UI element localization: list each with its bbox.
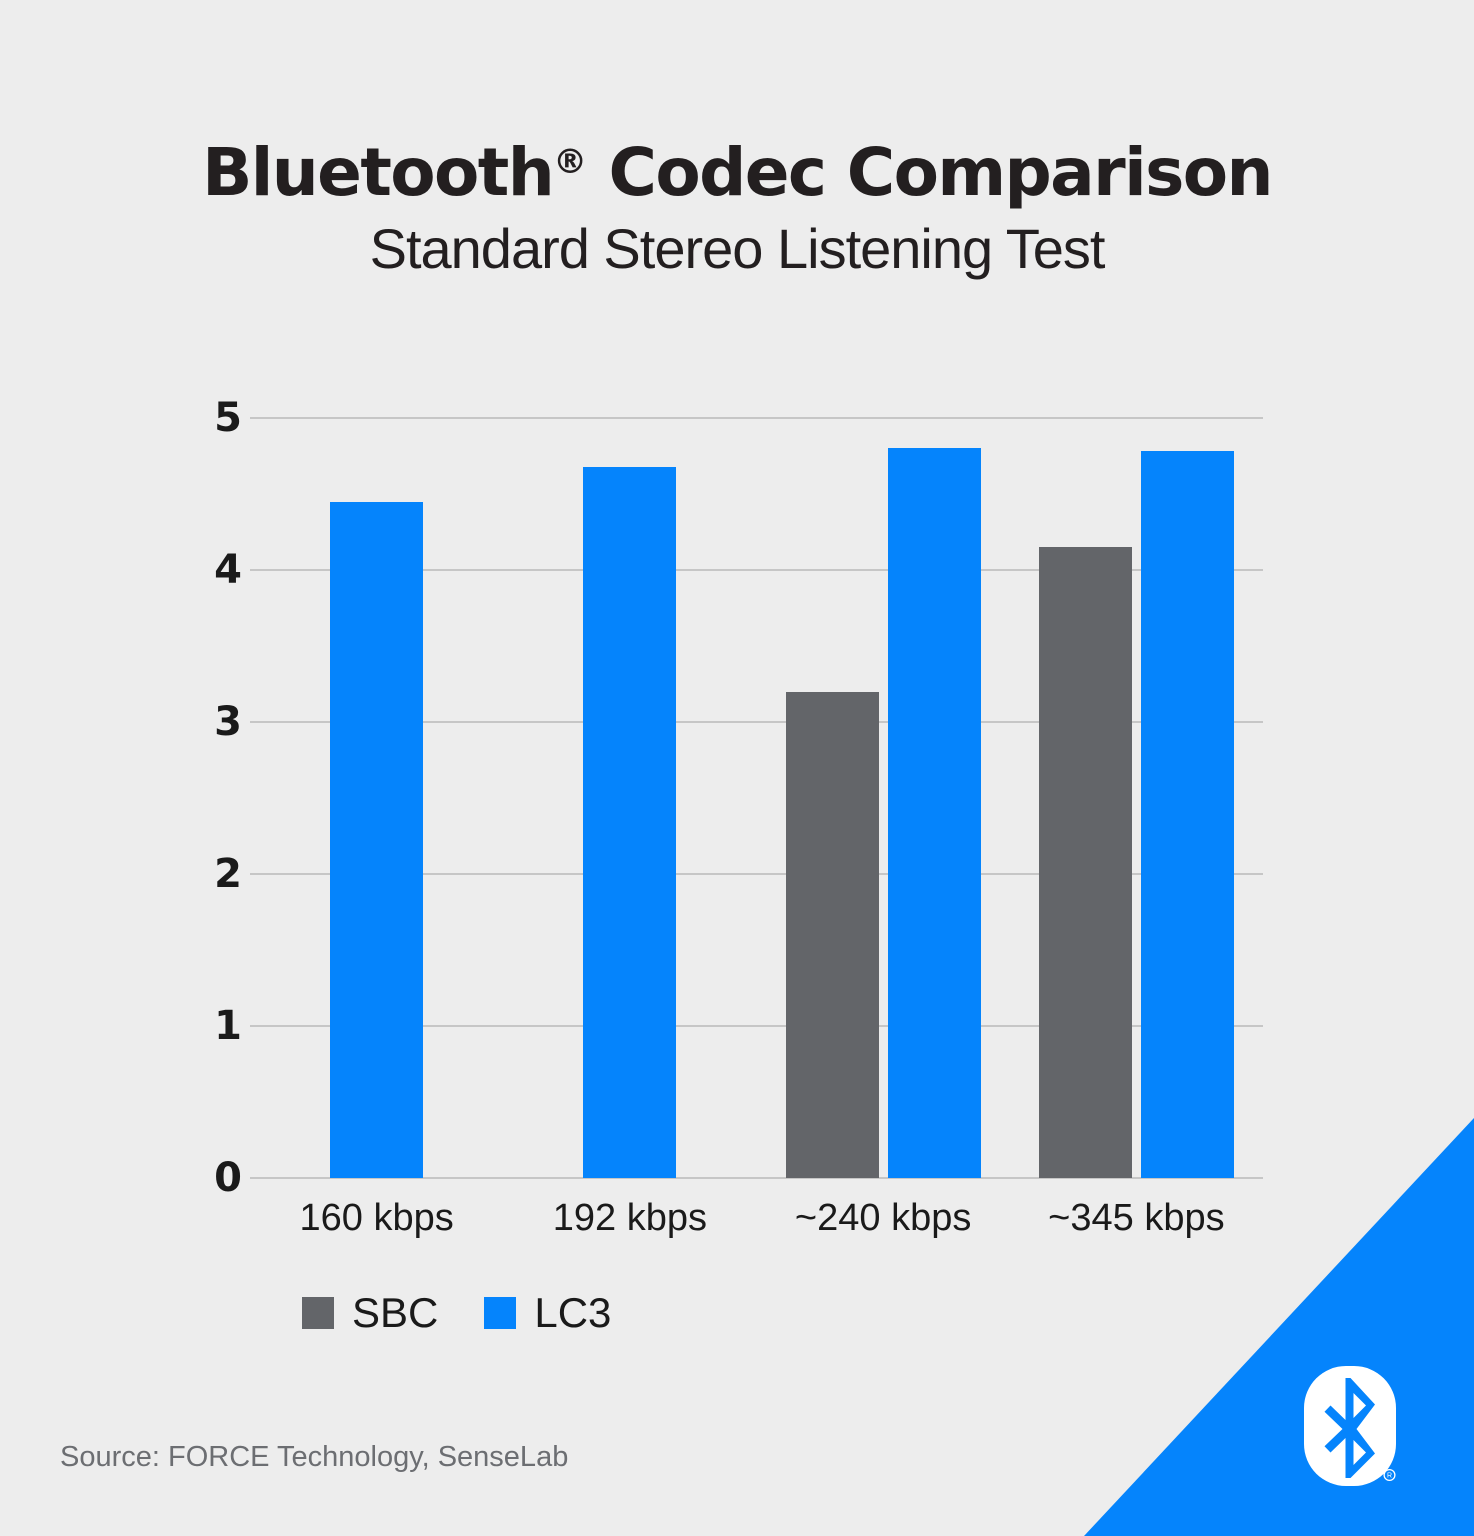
svg-text:R: R bbox=[1387, 1473, 1392, 1480]
y-axis-tick-label: 2 bbox=[214, 851, 242, 897]
bluetooth-logo-icon: R bbox=[1304, 1366, 1396, 1486]
bar-sbc-2 bbox=[785, 691, 879, 1178]
source-note: Source: FORCE Technology, SenseLab bbox=[60, 1441, 569, 1473]
legend-item-sbc[interactable]: SBC bbox=[302, 1292, 438, 1334]
legend-label-lc3: LC3 bbox=[534, 1289, 612, 1336]
page-title-suffix: Codec Comparison bbox=[587, 134, 1274, 211]
gridline bbox=[250, 1025, 1263, 1027]
legend-swatch-lc3-icon bbox=[484, 1297, 517, 1329]
gridline bbox=[250, 569, 1263, 571]
gridline bbox=[250, 417, 1263, 419]
title-block: Bluetooth® Codec Comparison Standard Ste… bbox=[0, 140, 1474, 279]
chart-plot-area: 0 1 2 3 4 5 bbox=[214, 398, 1263, 1198]
legend-label-sbc: SBC bbox=[352, 1289, 439, 1336]
brand-corner: R bbox=[1070, 1118, 1474, 1536]
chart-legend: SBC LC3 bbox=[302, 1292, 611, 1334]
gridline bbox=[250, 873, 1263, 875]
x-axis-label-1: 192 kbps bbox=[552, 1197, 707, 1239]
x-axis-label-2: ~240 kbps bbox=[794, 1197, 972, 1239]
y-axis-tick-label: 0 bbox=[214, 1155, 242, 1201]
legend-swatch-sbc-icon bbox=[302, 1297, 334, 1329]
x-axis-label-0: 160 kbps bbox=[299, 1197, 454, 1239]
y-axis-tick-label: 4 bbox=[214, 547, 242, 593]
gridline bbox=[250, 1177, 1263, 1179]
page-subtitle: Standard Stereo Listening Test bbox=[369, 217, 1106, 280]
registered-trademark-icon: ® bbox=[553, 142, 588, 182]
bar-lc3-2 bbox=[887, 448, 981, 1178]
bar-lc3-1 bbox=[583, 466, 677, 1178]
gridline bbox=[250, 721, 1263, 723]
brand-triangle-shape bbox=[1084, 1118, 1474, 1536]
y-gridlines: 0 1 2 3 4 5 bbox=[214, 398, 1263, 1198]
bar-lc3-3 bbox=[1140, 451, 1234, 1178]
page-title: Bluetooth® Codec Comparison bbox=[0, 140, 1474, 206]
x-axis-label-3: ~345 kbps bbox=[1048, 1197, 1225, 1239]
legend-item-lc3[interactable]: LC3 bbox=[484, 1292, 611, 1334]
bar-lc3-0 bbox=[330, 501, 424, 1178]
y-axis-tick-label: 3 bbox=[214, 699, 242, 745]
bar-group-container bbox=[250, 418, 1263, 1178]
y-axis-tick-label: 1 bbox=[214, 1003, 242, 1049]
page-title-prefix: Bluetooth bbox=[202, 134, 555, 211]
y-axis-tick-label: 5 bbox=[214, 395, 242, 441]
x-axis-labels: 160 kbps 192 kbps ~240 kbps ~345 kbps bbox=[250, 1196, 1263, 1256]
bar-sbc-3 bbox=[1038, 547, 1132, 1178]
